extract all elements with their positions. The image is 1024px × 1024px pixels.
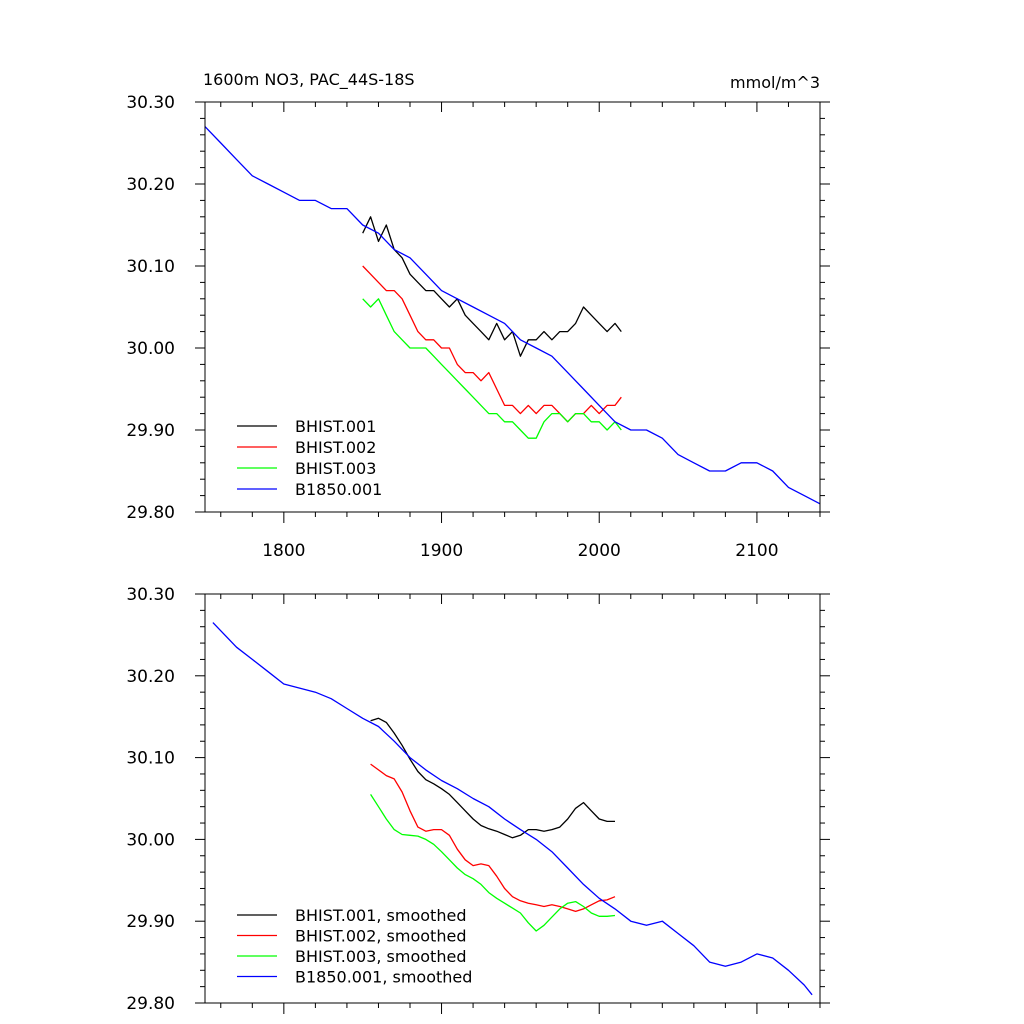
series-line-3 [204, 126, 821, 505]
bottom-axis-ticks [195, 593, 830, 1014]
y-tick-label: 30.10 [126, 257, 175, 277]
top-axis-ticks [195, 101, 830, 523]
top-plot-frame [204, 101, 821, 513]
top-axis-tick-labels: 1800 1900 2000 2100 29.80 29.90 30.00 30.10 30.2… [126, 93, 778, 561]
series-line-0 [362, 216, 622, 357]
legend-label-2: BHIST.003, smoothed [295, 947, 466, 966]
x-tick-label: 2000 [578, 541, 621, 561]
series-line-2 [362, 298, 622, 439]
x-tick-label: 2100 [735, 541, 778, 561]
y-tick-label: 30.30 [126, 93, 175, 113]
y-tick-label: 29.80 [126, 994, 175, 1014]
top-series-lines [204, 126, 821, 505]
y-tick-label: 29.90 [126, 912, 175, 932]
legend-label-0: BHIST.001, smoothed [295, 906, 466, 925]
y-tick-label: 30.20 [126, 667, 175, 687]
series-line-3 [212, 622, 813, 996]
y-tick-label: 30.00 [126, 339, 175, 359]
series-line-2 [370, 794, 616, 932]
bottom-axis-tick-labels: 29.80 29.90 30.00 30.10 30.20 30.30 [126, 585, 175, 1014]
bottom-series-lines [212, 622, 813, 996]
series-line-1 [370, 763, 616, 913]
legend-label-2: BHIST.003 [295, 459, 376, 478]
y-tick-label: 29.80 [126, 503, 175, 523]
legend-label-3: B1850.001, smoothed [295, 968, 472, 987]
legend-label-1: BHIST.002, smoothed [295, 927, 466, 946]
chart-units: mmol/m^3 [730, 73, 820, 92]
y-tick-label: 30.30 [126, 585, 175, 605]
chart-title: 1600m NO3, PAC_44S-18S [203, 70, 415, 90]
legend-label-0: BHIST.001 [295, 417, 376, 436]
y-tick-label: 30.20 [126, 175, 175, 195]
top-chart-panel: 1600m NO3, PAC_44S-18S mmol/m^3 1800 1900… [126, 70, 830, 561]
x-tick-label: 1900 [420, 541, 463, 561]
bottom-legend: BHIST.001, smoothed BHIST.002, smoothedBH… [237, 906, 472, 987]
y-tick-label: 30.00 [126, 830, 175, 850]
x-tick-label: 1800 [262, 541, 305, 561]
legend-label-1: BHIST.002 [295, 438, 376, 457]
top-legend: BHIST.001 BHIST.002 BHIST.003 B1850.001 [237, 417, 382, 499]
series-line-1 [362, 265, 622, 423]
y-tick-label: 30.10 [126, 749, 175, 769]
bottom-chart-panel: 29.80 29.90 30.00 30.10 30.20 30.30 BHIST.001… [126, 585, 830, 1014]
y-tick-label: 29.90 [126, 421, 175, 441]
legend-label-3: B1850.001 [295, 480, 382, 499]
bottom-plot-frame [204, 593, 821, 1004]
series-line-0 [370, 717, 615, 839]
